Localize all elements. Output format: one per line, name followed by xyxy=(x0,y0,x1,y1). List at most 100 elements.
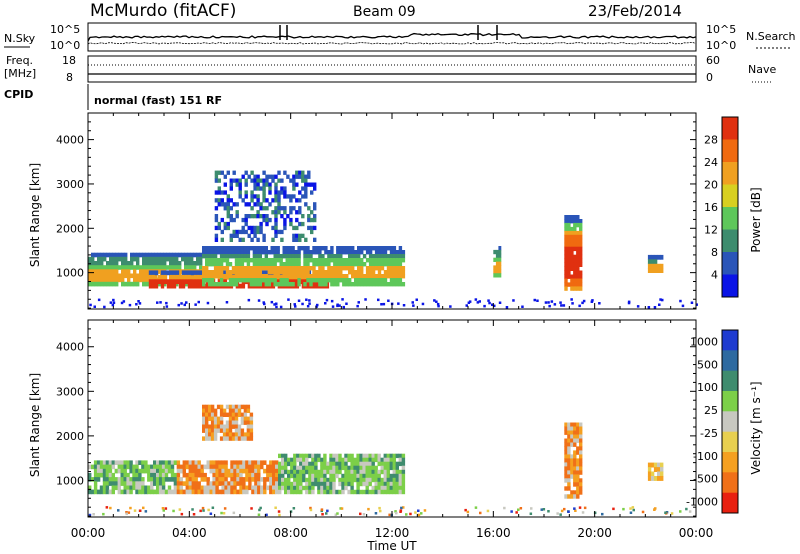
echo-cell xyxy=(660,263,664,269)
echo-cell xyxy=(653,259,658,265)
echo-cell xyxy=(368,465,372,471)
echo-cell xyxy=(257,468,261,474)
echo-cell xyxy=(298,174,302,179)
echo-cell xyxy=(281,481,285,487)
echo-cell xyxy=(235,178,239,183)
echo-cell xyxy=(573,474,577,479)
echo-cell xyxy=(180,302,183,305)
echo-cell xyxy=(239,472,243,478)
echo-cell xyxy=(302,473,306,479)
echo-cell xyxy=(493,265,497,270)
echo-cell xyxy=(498,253,502,259)
echo-cell xyxy=(353,457,357,463)
echo-cell xyxy=(97,261,101,266)
echo-cell xyxy=(371,266,376,271)
echo-cell xyxy=(221,468,225,474)
echo-cell xyxy=(202,282,206,287)
echo-cell xyxy=(103,277,107,283)
echo-cell xyxy=(210,246,215,251)
echo-cell xyxy=(573,434,577,439)
echo-cell xyxy=(144,464,148,470)
echo-cell xyxy=(94,273,98,279)
echo-cell xyxy=(412,304,415,307)
echo-cell xyxy=(214,214,219,219)
echo-cell xyxy=(368,457,372,463)
echo-cell xyxy=(259,506,262,510)
echo-cell xyxy=(398,481,402,487)
echo-cell xyxy=(564,426,568,431)
echo-cell xyxy=(305,485,309,491)
echo-cell xyxy=(576,422,580,427)
echo-cell xyxy=(573,242,577,248)
echo-cell xyxy=(326,489,330,495)
echo-cell xyxy=(222,412,227,417)
echo-cell xyxy=(230,489,234,495)
echo-cell xyxy=(264,266,268,271)
echo-cell xyxy=(269,489,273,495)
echo-cell xyxy=(579,222,583,228)
echo-cell xyxy=(193,261,197,266)
echo-cell xyxy=(397,302,400,305)
echo-cell xyxy=(495,261,499,266)
echo-cell xyxy=(226,202,230,207)
echo-cell xyxy=(225,262,230,267)
echo-cell xyxy=(229,198,233,203)
echo-cell xyxy=(158,489,163,495)
echo-cell xyxy=(144,468,148,474)
echo-cell xyxy=(138,302,142,305)
echo-cell xyxy=(213,282,218,287)
echo-cell xyxy=(270,266,274,271)
echo-cell xyxy=(181,252,185,258)
echo-cell xyxy=(196,256,200,262)
echo-cell xyxy=(297,246,301,251)
echo-cell xyxy=(129,468,133,474)
echo-cell xyxy=(315,278,319,283)
echo-cell xyxy=(203,489,207,495)
echo-cell xyxy=(243,412,248,417)
echo-cell xyxy=(310,217,314,223)
echo-cell xyxy=(147,489,151,495)
echo-cell xyxy=(315,250,319,255)
echo-cell xyxy=(255,270,259,275)
echo-cell xyxy=(281,477,285,483)
echo-cell xyxy=(257,513,261,516)
colorbar-segment xyxy=(722,139,738,163)
echo-cell xyxy=(681,304,685,308)
nave-label: Nave xyxy=(748,63,776,76)
echo-cell xyxy=(308,469,312,475)
echo-cell xyxy=(205,250,209,255)
echo-cell xyxy=(250,206,254,211)
echo-cell xyxy=(169,270,174,276)
echo-cell xyxy=(210,254,215,259)
echo-cell xyxy=(380,262,385,267)
echo-cell xyxy=(167,477,172,482)
echo-cell xyxy=(301,170,305,175)
echo-cell xyxy=(258,266,262,271)
echo-cell xyxy=(321,266,325,271)
echo-cell xyxy=(205,246,209,251)
echo-cell xyxy=(117,485,121,491)
echo-cell xyxy=(145,265,149,270)
echo-cell xyxy=(685,507,688,511)
echo-cell xyxy=(570,215,574,220)
echo-cell xyxy=(283,217,287,223)
echo-cell xyxy=(148,279,153,285)
echo-cell xyxy=(100,256,104,262)
echo-cell xyxy=(573,507,576,510)
echo-cell xyxy=(329,473,333,479)
echo-cell xyxy=(273,266,277,271)
echo-cell xyxy=(182,481,186,486)
echo-cell xyxy=(553,303,557,306)
echo-cell xyxy=(277,210,281,215)
echo-cell xyxy=(228,282,233,287)
echo-cell xyxy=(368,453,372,459)
echo-cell xyxy=(103,256,107,262)
echo-cell xyxy=(400,506,403,510)
echo-cell xyxy=(336,266,340,271)
echo-cell xyxy=(217,186,221,191)
echo-cell xyxy=(218,464,222,470)
echo-cell xyxy=(570,226,574,232)
echo-cell xyxy=(324,258,328,263)
echo-cell xyxy=(304,186,308,191)
echo-cell xyxy=(232,202,236,207)
